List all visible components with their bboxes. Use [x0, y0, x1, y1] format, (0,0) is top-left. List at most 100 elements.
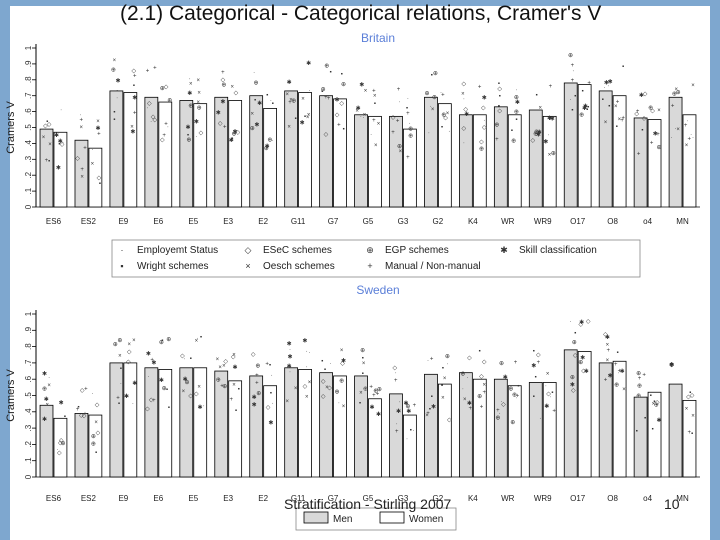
- data-point-marker: ⊕: [166, 337, 171, 343]
- data-point-marker: ◇: [231, 355, 236, 361]
- data-point-marker: ·: [370, 132, 372, 138]
- data-point-marker: ◇: [335, 112, 340, 118]
- data-point-marker: ▪: [586, 107, 588, 113]
- data-point-marker: +: [618, 368, 622, 374]
- x-tick-label: E6: [153, 217, 163, 226]
- data-point-marker: ✱: [369, 404, 374, 411]
- data-point-marker: ▪: [254, 97, 256, 103]
- data-point-marker: ✱: [639, 92, 644, 99]
- data-point-marker: ✱: [584, 368, 589, 375]
- data-point-marker: ⊕: [499, 361, 504, 367]
- data-point-marker: ▪: [641, 128, 643, 134]
- data-point-marker: ×: [232, 352, 236, 358]
- data-point-marker: ·: [147, 374, 149, 380]
- data-point-marker: ×: [80, 174, 84, 180]
- bar-women-e6: [158, 101, 173, 208]
- data-point-marker: ◇: [251, 352, 256, 358]
- data-point-marker: +: [372, 88, 376, 94]
- data-point-marker: ⊕: [222, 384, 227, 390]
- data-point-marker: ◇: [650, 109, 655, 115]
- data-point-marker: ·: [183, 357, 185, 363]
- data-point-marker: ✱: [288, 353, 293, 360]
- bar-men-wr: [493, 378, 508, 478]
- bar-women-e2: [263, 385, 277, 478]
- data-point-marker: +: [221, 70, 225, 76]
- data-point-marker: ⊕: [494, 122, 499, 128]
- data-point-marker: +: [441, 93, 445, 99]
- data-point-marker: ▪: [133, 83, 135, 89]
- bar-women-e6: [158, 369, 173, 478]
- y-tick-label: .3: [24, 155, 33, 162]
- bar-women-es2: [88, 147, 103, 208]
- data-point-marker: ⊕: [321, 87, 326, 93]
- data-point-marker: ✱: [608, 78, 613, 85]
- data-point-marker: ×: [306, 115, 310, 121]
- data-point-marker: ▪: [644, 415, 646, 421]
- data-point-marker: ◇: [95, 402, 100, 408]
- data-point-marker: ▪: [582, 88, 584, 94]
- data-point-marker: ◇: [82, 414, 87, 420]
- bar-men-o17: [563, 349, 578, 478]
- data-point-marker: ✱: [467, 400, 472, 407]
- data-point-marker: +: [133, 110, 137, 116]
- data-point-marker: ▪: [587, 105, 589, 111]
- data-point-marker: ⊕: [405, 404, 410, 410]
- data-point-marker: +: [97, 131, 101, 137]
- data-point-marker: +: [372, 393, 376, 399]
- x-tick-label: O17: [570, 217, 586, 226]
- data-point-marker: ◇: [339, 101, 344, 107]
- data-point-marker: ◇: [75, 156, 80, 162]
- data-point-marker: ·: [203, 404, 205, 410]
- data-point-marker: ▪: [479, 348, 481, 354]
- x-tick-label: G3: [398, 217, 409, 226]
- data-point-marker: ▪: [304, 114, 306, 120]
- bar-women-g7: [333, 375, 347, 478]
- data-point-marker: ▪: [48, 159, 50, 165]
- data-point-marker: ◇: [467, 355, 472, 361]
- data-point-marker: +: [514, 360, 518, 366]
- data-point-marker: ◇: [126, 359, 131, 365]
- data-point-marker: ⊕: [477, 394, 482, 400]
- y-tick-label: .4: [24, 408, 33, 415]
- bar-men-e2: [249, 375, 264, 478]
- data-point-marker: ▪: [498, 103, 500, 109]
- x-tick-label: WR9: [534, 494, 552, 503]
- data-point-marker: ×: [113, 58, 117, 64]
- data-point-marker: +: [80, 167, 84, 173]
- data-point-marker: ×: [618, 117, 622, 123]
- data-point-marker: ◇: [324, 132, 329, 138]
- data-point-marker: ⊕: [167, 98, 172, 104]
- data-point-marker: ×: [222, 364, 226, 370]
- data-point-marker: ◇: [482, 125, 487, 131]
- data-point-marker: ▪: [535, 374, 537, 380]
- data-point-marker: ×: [301, 96, 305, 102]
- data-point-marker: ×: [45, 402, 49, 408]
- legend-marker: ◇: [245, 245, 252, 255]
- data-point-marker: ×: [342, 404, 346, 410]
- legend-marker: ⊕: [366, 245, 374, 255]
- data-point-marker: ◇: [462, 82, 467, 88]
- data-point-marker: ⊕: [636, 394, 641, 400]
- data-point-marker: ▪: [442, 365, 444, 371]
- data-point-marker: ×: [606, 343, 610, 349]
- data-point-marker: ⊕: [508, 387, 513, 393]
- data-point-marker: ·: [545, 383, 547, 389]
- data-point-marker: ⊕: [111, 67, 116, 73]
- bar-men-wr: [493, 106, 508, 208]
- data-point-marker: +: [650, 140, 654, 146]
- data-point-marker: ×: [91, 162, 95, 168]
- data-point-marker: ◇: [321, 394, 326, 400]
- data-point-marker: ×: [218, 365, 222, 371]
- data-point-marker: +: [164, 121, 168, 127]
- data-point-marker: ✱: [287, 341, 292, 348]
- x-tick-label: G5: [363, 217, 374, 226]
- data-point-marker: ·: [398, 399, 400, 405]
- data-point-marker: ·: [62, 140, 64, 146]
- data-point-marker: ⊕: [91, 434, 96, 440]
- x-tick-label: G2: [433, 494, 444, 503]
- bar-women-o8: [612, 95, 627, 208]
- data-point-marker: ▪: [341, 72, 343, 78]
- y-tick-label: .8: [24, 343, 33, 350]
- data-point-marker: ▪: [431, 72, 433, 78]
